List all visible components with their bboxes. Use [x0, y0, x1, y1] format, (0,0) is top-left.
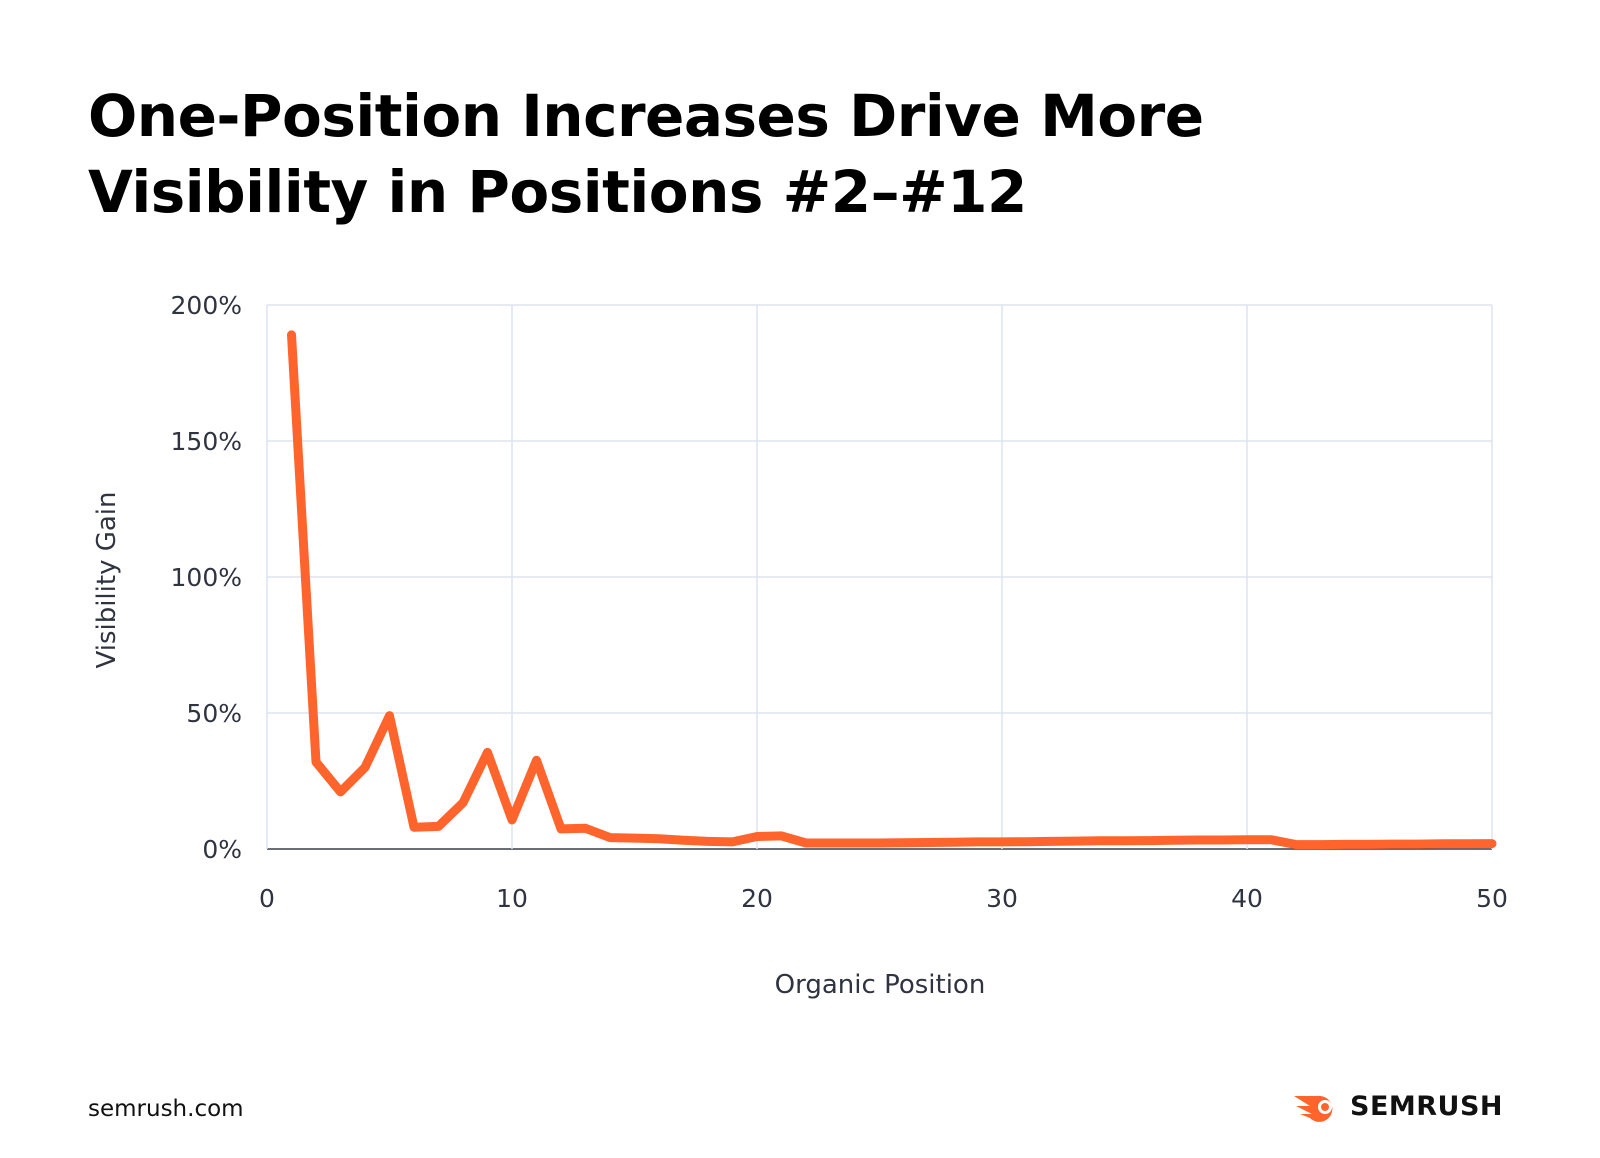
x-axis-label: Organic Position — [775, 970, 986, 1000]
x-tick-label: 0 — [259, 884, 275, 913]
semrush-fire-icon — [1294, 1095, 1333, 1122]
title-line-2: Visibility in Positions #2–#12 — [88, 158, 1027, 226]
y-tick-label: 50% — [186, 699, 242, 728]
y-tick-label: 150% — [171, 427, 242, 456]
y-axis-label: Visibility Gain — [92, 491, 122, 668]
data-points — [291, 334, 1493, 845]
chart-title: One-Position Increases Drive More Visibil… — [88, 78, 1204, 230]
y-tick-label: 0% — [202, 835, 242, 864]
series-line — [287, 330, 1497, 850]
x-tick-label: 20 — [741, 884, 773, 913]
x-tick-label: 50 — [1476, 884, 1508, 913]
x-tick-label: 40 — [1231, 884, 1263, 913]
x-tick-label: 10 — [496, 884, 528, 913]
ticks: 0% 50% 100% 150% 200% 0 10 20 30 40 50 — [171, 291, 1508, 913]
y-tick-label: 200% — [171, 291, 242, 320]
x-tick-label: 30 — [986, 884, 1018, 913]
y-tick-label: 100% — [171, 563, 242, 592]
brand-name: SEMRUSH — [1350, 1090, 1504, 1122]
semrush-logo: SEMRUSH — [1292, 1090, 1503, 1122]
grid — [266, 304, 1493, 850]
title-line-1: One-Position Increases Drive More — [88, 82, 1204, 150]
footer-source: semrush.com — [88, 1096, 244, 1122]
